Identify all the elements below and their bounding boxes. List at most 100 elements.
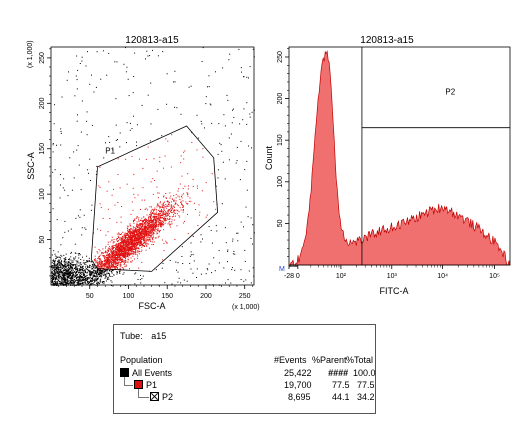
scatter-point xyxy=(92,265,94,267)
scatter-point xyxy=(131,155,133,157)
scatter-point xyxy=(122,273,124,275)
scatter-point xyxy=(68,283,70,284)
scatter-point xyxy=(136,231,138,233)
scatter-point xyxy=(61,272,63,273)
scatter-point xyxy=(93,274,95,276)
scatter-point xyxy=(139,236,141,238)
scatter-point xyxy=(94,270,96,272)
scatter-point xyxy=(131,261,133,263)
scatter-point xyxy=(73,280,75,282)
scatter-point xyxy=(119,262,121,264)
scatter-point xyxy=(152,193,154,195)
p1-gate[interactable]: P1 xyxy=(90,125,219,272)
p1-gate-polygon[interactable] xyxy=(90,125,219,272)
scatter-point xyxy=(123,234,125,236)
scatter-point xyxy=(78,257,80,259)
scatter-point xyxy=(146,231,147,233)
scatter-point xyxy=(164,282,166,284)
scatter-point xyxy=(190,242,192,244)
scatter-point xyxy=(81,227,83,229)
scatter-point xyxy=(79,268,80,270)
scatter-point xyxy=(52,275,54,277)
scatter-point xyxy=(127,241,129,243)
scatter-point xyxy=(135,242,137,244)
table-row[interactable]: P2 8,695 44.1 34.2 xyxy=(114,392,375,404)
scatter-point xyxy=(116,253,118,255)
scatter-point xyxy=(114,266,116,268)
scatter-point xyxy=(90,274,92,276)
scatter-point xyxy=(152,239,154,241)
scatter-point xyxy=(76,280,78,281)
scatter-point xyxy=(89,264,91,266)
scatter-point xyxy=(146,222,148,224)
scatter-point xyxy=(118,256,120,258)
scatter-point xyxy=(140,208,141,210)
scatter-point xyxy=(118,233,120,235)
scatter-point xyxy=(156,186,158,188)
scatter-point xyxy=(58,272,60,273)
scatter-point xyxy=(141,217,143,219)
scatter-point xyxy=(155,229,157,231)
scatter-point xyxy=(128,245,130,247)
scatter-point xyxy=(127,237,129,239)
scatter-point xyxy=(150,226,152,228)
scatter-point xyxy=(160,211,161,213)
scatter-point xyxy=(123,239,125,241)
scatter-point xyxy=(132,237,134,239)
scatter-point xyxy=(138,235,140,237)
p2-gate[interactable]: P2 xyxy=(361,47,510,265)
scatter-point xyxy=(125,285,127,286)
scatter-point xyxy=(70,280,72,282)
scatter-point xyxy=(169,197,171,199)
scatter-point xyxy=(77,269,79,271)
scatter-point xyxy=(84,274,85,276)
scatter-point xyxy=(114,259,116,261)
scatter-point xyxy=(133,242,135,244)
scatter-point xyxy=(179,183,181,185)
scatter-point xyxy=(58,277,60,279)
scatter-point xyxy=(104,255,106,257)
scatter-point xyxy=(131,246,133,248)
scatter-point xyxy=(245,206,247,208)
scatter-point xyxy=(246,189,248,191)
scatter-point xyxy=(54,263,56,265)
scatter-point xyxy=(93,274,95,276)
scatter-point xyxy=(93,270,95,271)
scatter-point xyxy=(79,276,81,278)
scatter-point xyxy=(125,142,127,144)
scatter-point xyxy=(113,259,115,261)
scatter-point xyxy=(252,243,253,245)
scatter-point xyxy=(59,266,61,268)
scatter-point xyxy=(127,233,129,235)
scatter-point xyxy=(111,269,113,271)
hist-y-tick-label: 250 xyxy=(277,51,284,63)
scatter-point xyxy=(113,252,115,254)
scatter-point xyxy=(152,238,154,240)
scatter-point xyxy=(132,92,134,94)
scatter-point xyxy=(118,261,120,263)
scatter-point xyxy=(128,254,130,255)
scatter-point xyxy=(167,223,169,225)
scatter-point xyxy=(173,195,175,197)
scatter-point xyxy=(68,264,70,266)
scatter-point xyxy=(70,265,71,267)
scatter-point xyxy=(126,241,128,242)
scatter-point xyxy=(112,252,114,254)
population-name: P1 xyxy=(134,380,157,390)
scatter-point xyxy=(52,277,54,279)
scatter-point xyxy=(125,254,127,256)
scatter-point xyxy=(97,266,99,268)
scatter-point xyxy=(152,223,154,225)
scatter-point xyxy=(123,243,125,245)
scatter-point xyxy=(165,215,167,217)
table-row[interactable]: All Events 25,422 #### 100.0 xyxy=(114,368,376,380)
scatter-point xyxy=(92,277,94,279)
scatter-point xyxy=(111,266,112,268)
scatter-point xyxy=(121,258,123,260)
scatter-point xyxy=(116,238,118,240)
table-row[interactable]: P1 19,700 77.5 77.5 xyxy=(114,380,375,392)
scatter-point xyxy=(148,216,150,218)
scatter-point xyxy=(85,272,87,273)
scatter-point xyxy=(58,273,60,275)
scatter-point xyxy=(54,169,56,171)
